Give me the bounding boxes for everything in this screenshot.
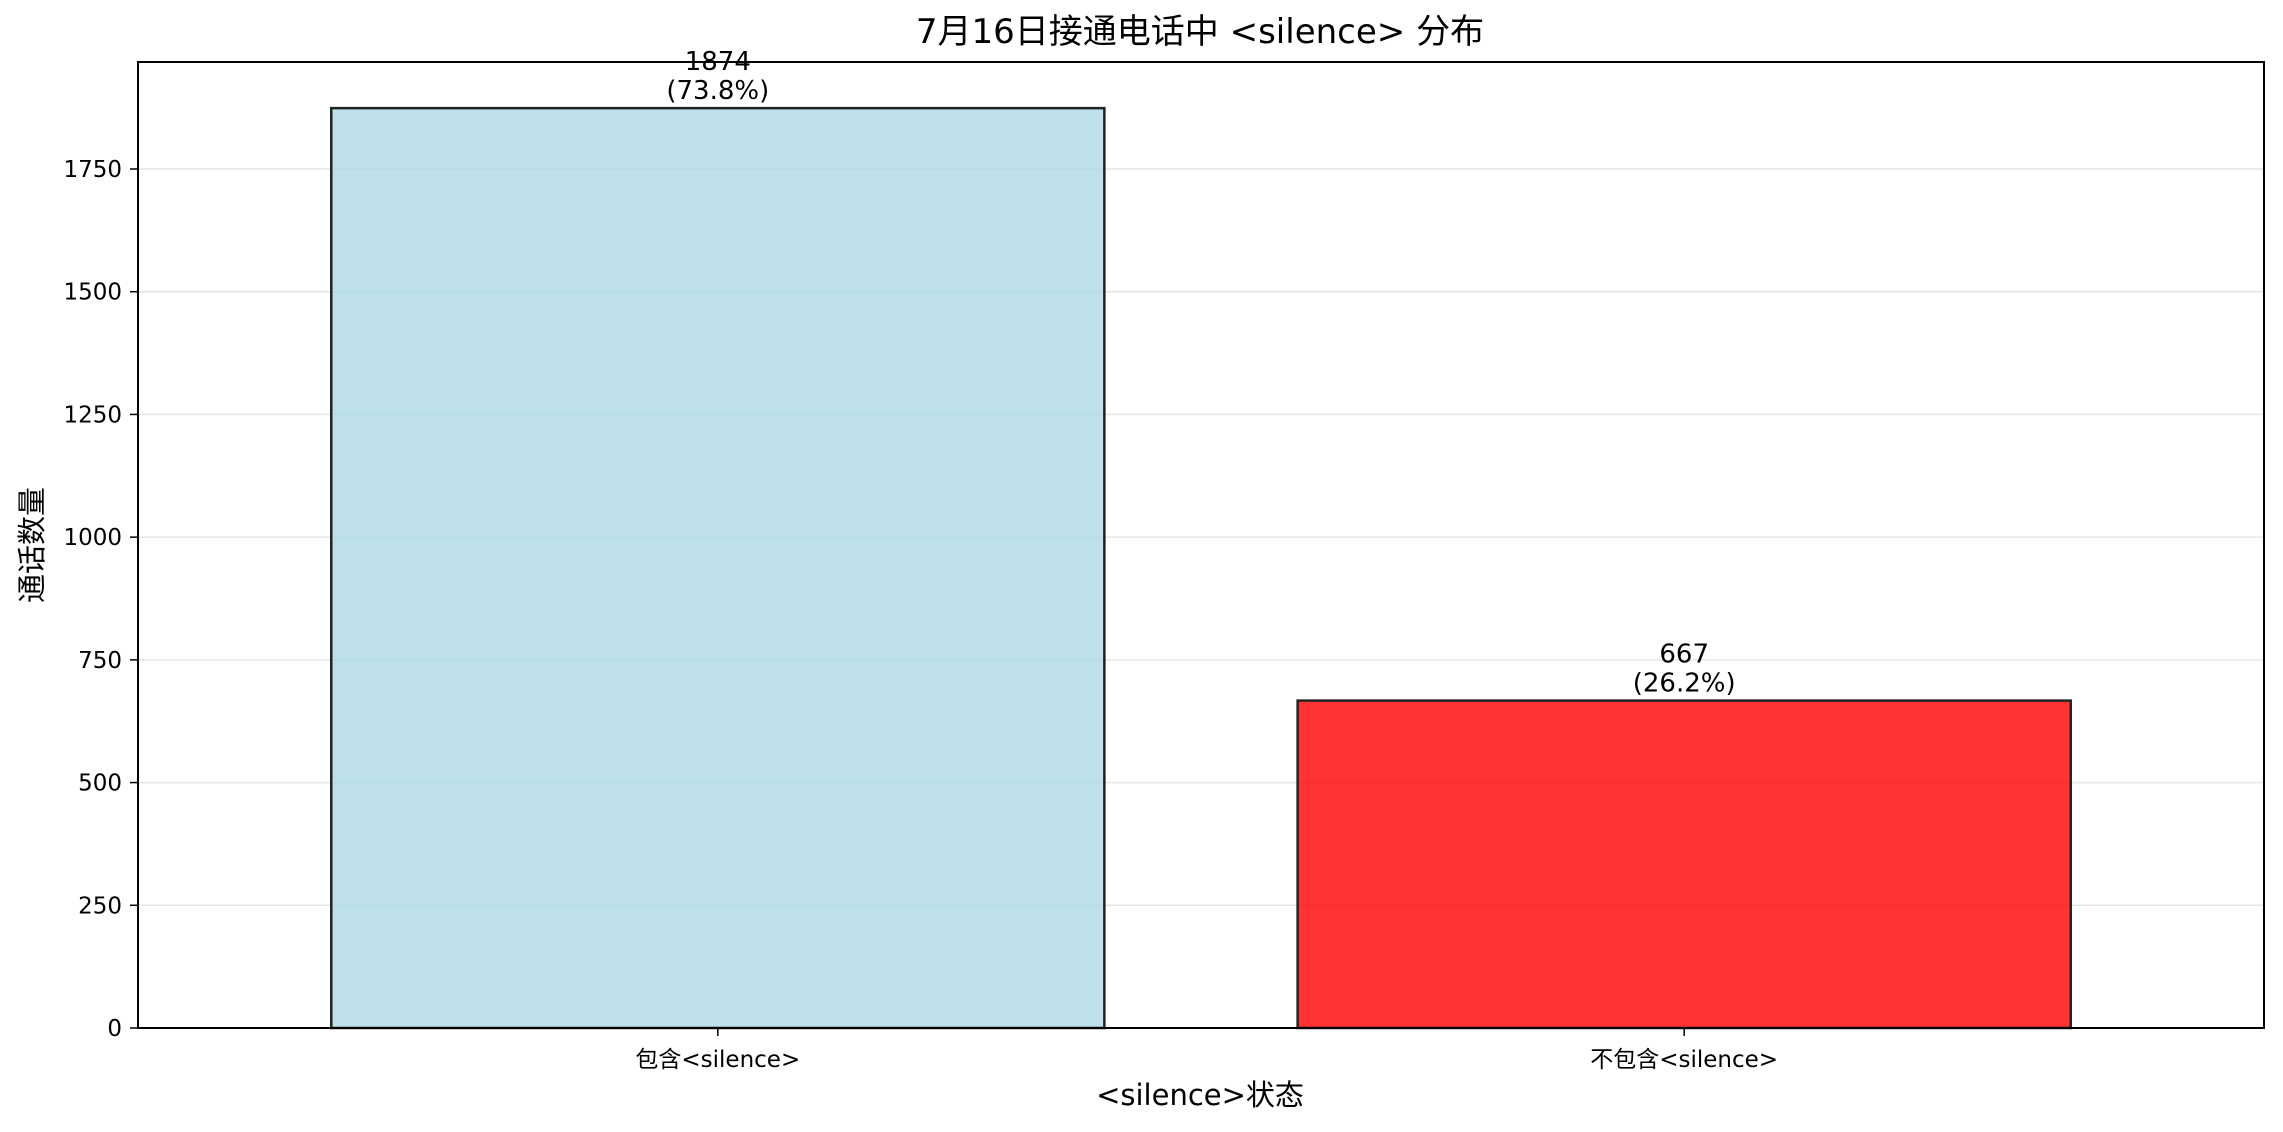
bar-percent-label: (73.8%) [666,76,769,106]
y-tick-label: 1000 [63,525,122,551]
x-tick-label: 包含<silence> [635,1047,800,1073]
y-axis-label: 通话数量 [15,487,49,603]
x-axis-label: <silence>状态 [1096,1078,1304,1112]
y-tick-label: 750 [78,648,122,674]
bar [330,106,1106,1030]
y-tick-label: 1750 [63,157,122,183]
bar-percent-label: (26.2%) [1633,669,1736,699]
bar-value-label: 667 [1659,640,1709,670]
bar-value-label: 1874 [685,47,751,77]
plot-frame [137,61,2265,1029]
data-labels: 1874(73.8%) 667(26.2%) [666,47,1735,698]
bars [330,106,2072,1030]
y-axis: 0 250 500 750 1000 1250 1500 1750 [63,157,138,1042]
y-tick-label: 1250 [63,402,122,428]
y-tick-label: 250 [78,893,122,919]
x-tick-label: 不包含<silence> [1590,1047,1778,1073]
y-tick-label: 0 [107,1016,122,1042]
x-axis: 包含<silence> 不包含<silence> [635,1028,1778,1073]
y-tick-label: 500 [78,771,122,797]
chart-title: 7月16日接通电话中 <silence> 分布 [916,12,1484,52]
bar [1296,699,2072,1030]
y-tick-label: 1500 [63,280,122,306]
